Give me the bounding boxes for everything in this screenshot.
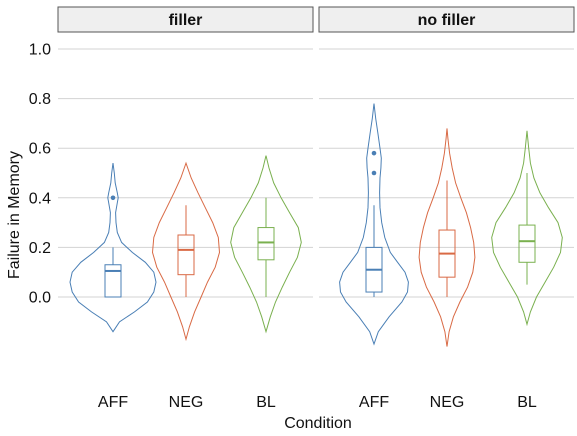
violin-neg — [151, 161, 221, 342]
panel-title: no filler — [418, 12, 476, 29]
x-tick-label: NEG — [169, 394, 204, 411]
violin-aff — [339, 103, 409, 346]
y-tick-label: 0.8 — [29, 91, 51, 108]
y-tick-label: 1.0 — [29, 42, 51, 59]
x-tick-label: BL — [256, 394, 276, 411]
violin-neg — [418, 128, 476, 347]
violin-bl — [491, 130, 563, 327]
box-bl — [518, 224, 536, 263]
y-axis-title: Failure in Memory — [6, 151, 23, 279]
violin-aff — [69, 163, 157, 333]
x-tick-label: AFF — [98, 394, 128, 411]
x-tick-label: BL — [517, 394, 537, 411]
y-tick-label: 0.2 — [29, 240, 51, 257]
box-neg — [177, 234, 195, 276]
violin-bl — [230, 155, 302, 334]
box-aff — [104, 264, 122, 298]
x-tick-label: NEG — [430, 394, 465, 411]
y-tick-label: 0.0 — [29, 290, 51, 307]
outlier-point — [110, 195, 116, 201]
panel-title: filler — [169, 12, 203, 29]
panel-strip — [318, 6, 575, 33]
x-tick-label: AFF — [359, 394, 389, 411]
outlier-point — [371, 170, 377, 176]
y-tick-label: 0.6 — [29, 141, 51, 158]
x-axis-title: Condition — [284, 415, 352, 432]
y-tick-label: 0.4 — [29, 190, 51, 207]
panel-strip — [57, 6, 314, 33]
outlier-point — [371, 150, 377, 156]
box-bl — [257, 227, 275, 261]
